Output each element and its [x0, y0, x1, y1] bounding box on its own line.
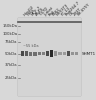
Text: A549: A549 — [35, 7, 45, 17]
Bar — [18, 18, 81, 96]
Text: NIH/3T3: NIH/3T3 — [56, 3, 70, 17]
Text: 100kDa: 100kDa — [2, 32, 17, 36]
Bar — [18, 18, 81, 96]
Text: ~55 kDa: ~55 kDa — [23, 44, 39, 48]
Bar — [33, 52, 37, 56]
Bar — [29, 52, 32, 56]
Bar — [21, 51, 24, 56]
Text: SHMT1: SHMT1 — [82, 52, 96, 56]
Text: Raji: Raji — [48, 9, 55, 17]
Text: PC-12: PC-12 — [60, 6, 71, 17]
Bar — [46, 51, 49, 56]
Text: 50kDa: 50kDa — [5, 52, 17, 56]
Text: 293T: 293T — [72, 7, 82, 17]
Text: C6: C6 — [68, 10, 75, 17]
Text: MCF-7: MCF-7 — [31, 5, 42, 17]
Text: HepG2: HepG2 — [22, 4, 35, 17]
Bar — [50, 50, 53, 57]
Bar — [75, 52, 78, 55]
Text: SH-SY5Y: SH-SY5Y — [77, 2, 91, 17]
Text: 150kDa: 150kDa — [2, 24, 17, 28]
Text: 25kDa: 25kDa — [5, 76, 17, 80]
Text: Raw264.7: Raw264.7 — [64, 0, 81, 17]
Bar — [67, 51, 70, 56]
Text: Jurkat: Jurkat — [43, 6, 54, 17]
Bar — [25, 51, 28, 56]
Text: K562: K562 — [52, 7, 61, 17]
Bar — [71, 52, 74, 55]
Text: 37kDa: 37kDa — [5, 63, 17, 67]
Bar — [63, 52, 66, 55]
Bar — [54, 51, 57, 56]
Bar — [42, 52, 45, 55]
Text: T47D: T47D — [39, 7, 49, 17]
Bar — [38, 52, 41, 55]
Text: 75kDa: 75kDa — [5, 40, 17, 44]
Bar — [58, 52, 62, 55]
Text: Hela: Hela — [27, 8, 36, 17]
